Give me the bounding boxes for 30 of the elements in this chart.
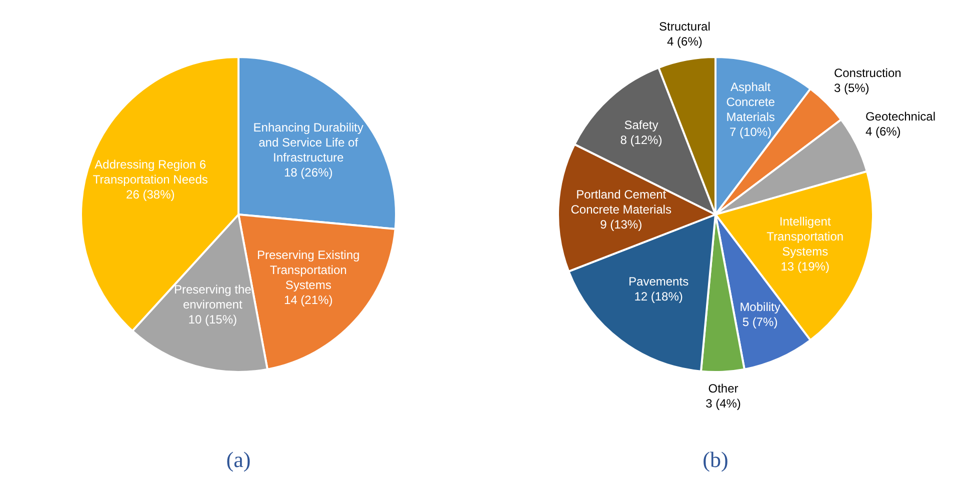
- data-label: 10 (15%): [188, 312, 237, 327]
- text: (a): [226, 446, 251, 472]
- slice-label: Portland Cement Concrete Materials: [570, 187, 672, 216]
- slice-label: Preserving the enviroment: [174, 282, 252, 312]
- data-label: 8 (12%): [620, 132, 662, 147]
- slice-label: Geotechnical: [865, 110, 936, 124]
- data-label: 14 (21%): [284, 292, 333, 307]
- data-label: 4 (6%): [865, 124, 901, 139]
- data-label: 18 (26%): [284, 166, 333, 180]
- data-label: 13 (19%): [780, 259, 830, 274]
- data-label: 5 (7%): [742, 315, 778, 330]
- data-label: 12 (18%): [634, 290, 683, 304]
- data-label: 3 (5%): [834, 80, 870, 95]
- data-label: 3 (4%): [706, 396, 741, 411]
- slice-label: Preserving Existing Transportation Systems: [256, 248, 360, 292]
- slice-label: Asphalt Concrete Materials: [726, 80, 776, 124]
- slice-label: Mobility: [740, 300, 780, 314]
- data-label: 9 (13%): [600, 217, 642, 232]
- data-label: 4 (6%): [667, 34, 702, 49]
- slice-label: Pavements: [628, 274, 689, 289]
- text: (b): [702, 446, 728, 472]
- slice-label: Addressing Region 6 Transportation Needs: [92, 158, 208, 187]
- slice-label: Safety: [624, 118, 658, 132]
- data-label: 7 (10%): [730, 124, 772, 139]
- slice-label: Construction: [834, 66, 902, 80]
- slice-label: Intelligent Transportation Systems: [766, 214, 844, 258]
- slice-label: Other: [708, 382, 738, 396]
- data-label: 26 (38%): [126, 188, 175, 202]
- slice-label: Enhancing Durability and Service Life of Infrastructure: [253, 120, 364, 165]
- slice-label: Structural: [659, 20, 710, 34]
